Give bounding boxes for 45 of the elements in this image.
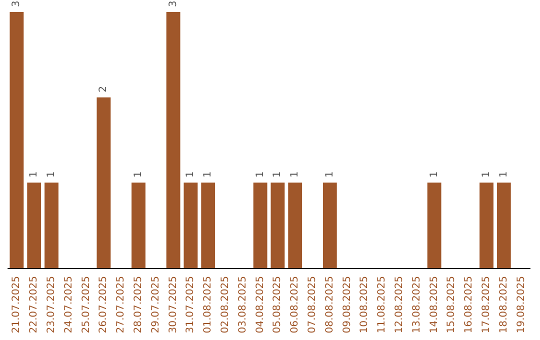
x-tick-label: 25.07.2025 [80,276,92,334]
x-tick-label: 11.08.2025 [376,276,388,334]
data-label: 2 [98,86,110,92]
x-tick-label: 31.07.2025 [185,276,196,334]
data-label: 1 [290,171,301,178]
x-tick-label: 14.08.2025 [428,276,440,334]
data-label: 1 [202,171,214,178]
x-tick-label: 29.07.2025 [150,276,162,334]
x-tick-label: 03.08.2025 [237,276,248,334]
x-tick-label: 08.08.2025 [324,276,336,334]
x-tick-label: 01.08.2025 [202,276,214,334]
x-tick-label: 02.08.2025 [220,276,231,334]
data-label: 1 [28,171,40,178]
data-label: 1 [272,171,284,178]
data-label: 1 [498,171,510,178]
x-tick-label: 16.08.2025 [464,276,475,334]
data-label: 1 [428,171,440,178]
x-tick-label: 15.08.2025 [446,276,458,334]
x-tick-label: 24.07.2025 [63,276,74,334]
data-label: 1 [133,171,144,178]
data-label: 1 [324,171,336,178]
data-label: 1 [46,171,57,178]
x-tick-label: 13.08.2025 [411,276,422,334]
x-tick-label: 07.08.2025 [307,276,318,334]
data-label: 1 [254,171,266,178]
x-tick-label: 19.08.2025 [516,276,527,334]
x-tick-label: 12.08.2025 [394,276,405,334]
x-tick-label: 26.07.2025 [98,276,110,334]
x-tick-label: 27.07.2025 [116,276,127,334]
x-tick-label: 28.07.2025 [133,276,144,334]
data-label: 3 [168,0,179,7]
x-tick-label: 23.07.2025 [46,276,57,334]
x-tick-label: 06.08.2025 [290,276,301,334]
data-label: 1 [481,171,492,178]
data-label: 1 [185,171,196,178]
x-tick-label: 10.08.2025 [359,276,370,334]
x-tick-label: 04.08.2025 [254,276,266,334]
x-tick-label: 22.07.2025 [28,276,40,334]
data-label: 3 [11,0,22,7]
x-tick-label: 21.07.2025 [11,276,22,334]
x-tick-label: 18.08.2025 [498,276,510,334]
x-tick-label: 17.08.2025 [481,276,492,334]
x-tick-label: 09.08.2025 [342,276,353,334]
x-tick-label: 30.07.2025 [168,276,179,334]
x-tick-label: 05.08.2025 [272,276,284,334]
